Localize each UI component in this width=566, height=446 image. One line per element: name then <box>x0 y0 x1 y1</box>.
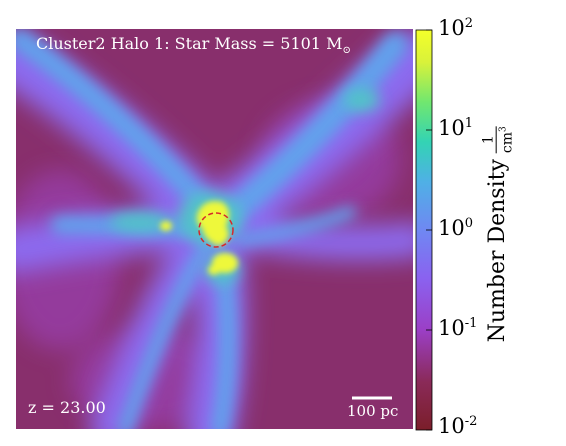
scale-bar-label: 100 pc <box>347 402 399 420</box>
colorbar-ticks <box>426 29 432 431</box>
unit-numerator: 1 <box>481 126 497 154</box>
redshift-label: z = 23.00 <box>28 398 106 417</box>
target-halo-circle <box>198 212 234 248</box>
panel-title: Cluster2 Halo 1: Star Mass = 5101 M⊙ <box>36 34 351 56</box>
colorbar-label: Number Density 1 cm3 <box>481 104 516 364</box>
unit-denominator: cm3 <box>498 126 516 154</box>
solar-mass-symbol: ⊙ <box>342 45 351 57</box>
colorbar-tick-label: 100 <box>438 216 474 240</box>
colorbar-tick-label: 101 <box>438 116 474 140</box>
colorbar-tick-label: 10-2 <box>438 414 478 438</box>
dense-clumps <box>160 201 238 275</box>
colorbar-unit: 1 cm3 <box>481 126 516 154</box>
title-prefix: Cluster2 Halo 1: Star Mass = 5101 M <box>36 34 343 53</box>
colorbar-tick-label: 102 <box>438 16 474 40</box>
colorbar-tick-label: 10-1 <box>438 316 478 340</box>
colorbar-label-text: Number Density <box>485 159 510 343</box>
density-map-panel <box>16 29 413 429</box>
colorbar <box>415 29 433 431</box>
